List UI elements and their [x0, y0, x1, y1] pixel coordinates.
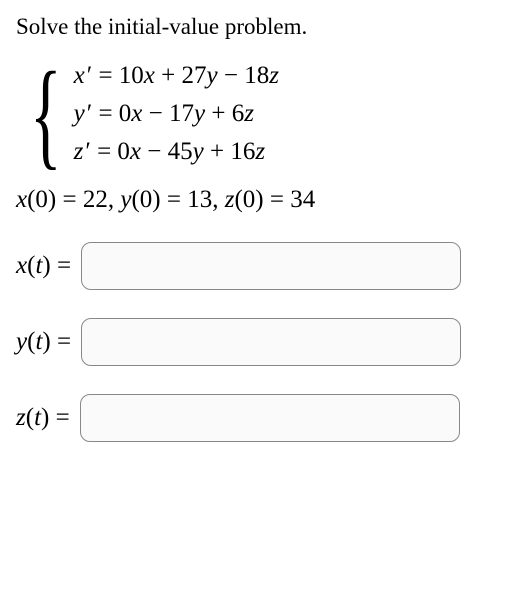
answer-row-y: y(t) = [16, 318, 512, 366]
answer-input-y[interactable] [81, 318, 461, 366]
system-of-equations: { x′ = 10x + 27y − 18z y′ = 0x − 17y + 6… [30, 62, 512, 166]
equation-1: x′ = 10x + 27y − 18z [74, 62, 279, 90]
answer-label-z: z(t) = [16, 404, 70, 432]
answer-input-z[interactable] [80, 394, 460, 442]
answer-label-y: y(t) = [16, 328, 71, 356]
instruction-text: Solve the initial-value problem. [16, 14, 512, 40]
answer-input-x[interactable] [81, 242, 461, 290]
equation-3: z′ = 0x − 45y + 16z [74, 138, 279, 166]
answer-row-x: x(t) = [16, 242, 512, 290]
answer-label-x: x(t) = [16, 252, 71, 280]
left-brace: { [30, 63, 62, 165]
equation-2: y′ = 0x − 17y + 6z [74, 100, 279, 128]
initial-conditions: x(0) = 22, y(0) = 13, z(0) = 34 [16, 186, 512, 214]
answer-row-z: z(t) = [16, 394, 512, 442]
